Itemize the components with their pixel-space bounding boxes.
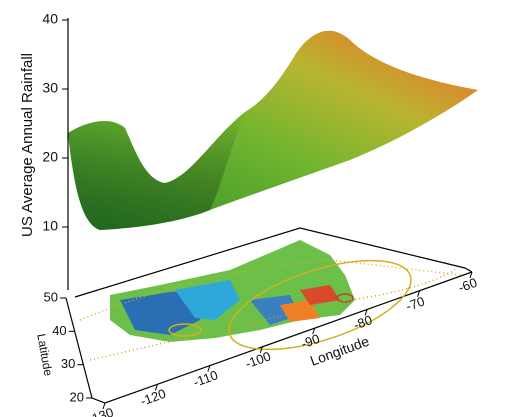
x-tick — [207, 365, 211, 372]
z-tick-label: 10 — [42, 218, 58, 234]
x-tick — [312, 327, 316, 335]
plane-back-edge — [74, 227, 473, 298]
y-tick-label: 40 — [52, 323, 66, 338]
z-tick-label: 40 — [42, 11, 58, 27]
y-tick-label: 50 — [44, 289, 58, 304]
y-tick-label: 20 — [70, 389, 84, 404]
z-axis-label: US Average Annual Rainfall — [19, 53, 36, 237]
y-axis-label: Latitude — [34, 333, 55, 378]
surface — [68, 30, 478, 231]
x-tick-label: -130 — [86, 405, 116, 417]
x-tick — [259, 346, 263, 354]
z-tick-label: 20 — [42, 149, 58, 165]
x-tick — [469, 271, 473, 279]
y-tick-label: 30 — [61, 356, 75, 371]
x-tick-label: -90 — [299, 331, 322, 352]
map — [79, 240, 461, 361]
x-tick — [417, 290, 421, 297]
x-tick — [154, 384, 158, 391]
x-tick — [102, 402, 106, 410]
x-tick-label: -80 — [351, 312, 374, 333]
plane-front-edge — [65, 271, 473, 404]
z-tick-label: 30 — [42, 80, 58, 96]
x-tick-label: -70 — [404, 293, 427, 314]
x-tick — [364, 309, 368, 316]
x-tick-label: -60 — [456, 275, 479, 296]
